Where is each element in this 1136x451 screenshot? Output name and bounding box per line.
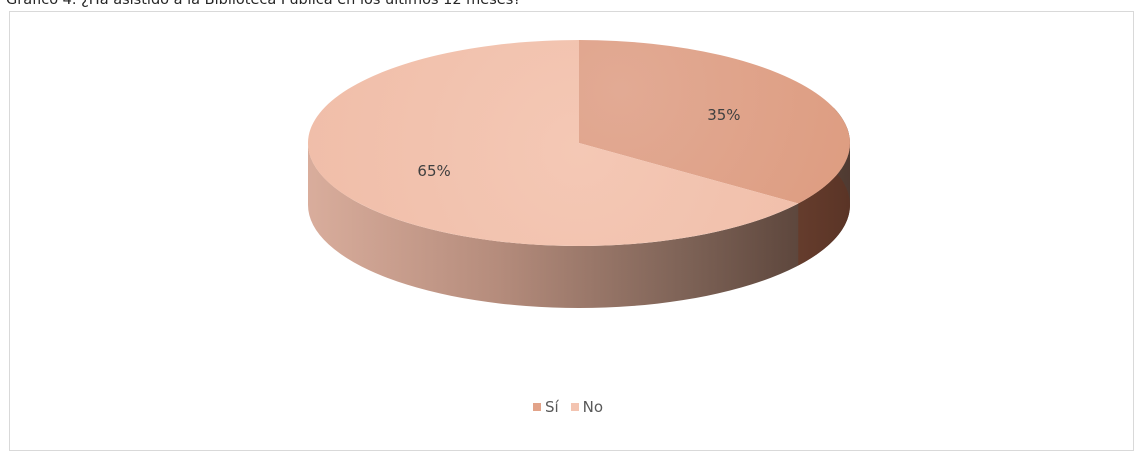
- data-label-no: 65%: [417, 162, 450, 180]
- pie-slice-no: [307, 39, 799, 246]
- chart-title: Gráfico 4. ¿Ha asistido a la Biblioteca …: [6, 0, 521, 8]
- pie-chart: 35% 65%: [307, 39, 850, 308]
- legend-item-si: Sí: [532, 398, 559, 416]
- pie-wall: [308, 143, 850, 308]
- pie-slice-si: [579, 40, 850, 204]
- data-label-si: 35%: [707, 106, 740, 124]
- legend: Sí No: [0, 398, 1136, 416]
- legend-swatch-si: [532, 403, 541, 411]
- legend-swatch-no: [570, 403, 579, 411]
- legend-label-si: Sí: [544, 398, 559, 416]
- pie-slices: [307, 39, 850, 246]
- legend-label-no: No: [582, 398, 604, 416]
- pie-data-labels: 35% 65%: [417, 106, 740, 180]
- legend-item-no: No: [570, 398, 604, 416]
